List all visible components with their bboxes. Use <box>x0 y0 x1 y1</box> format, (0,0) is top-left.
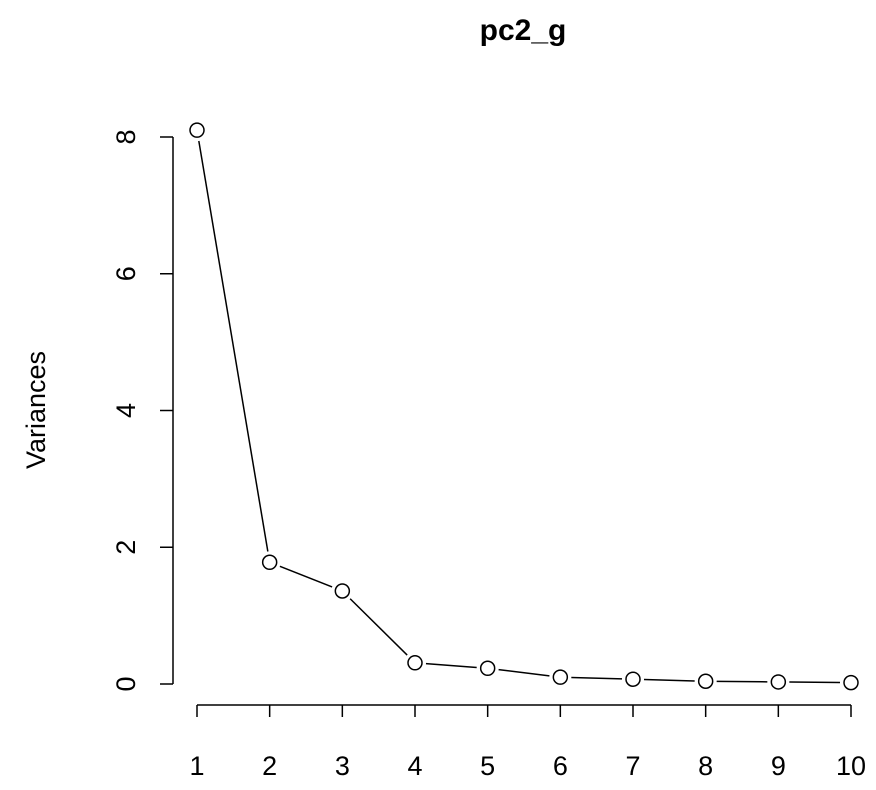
x-tick-label: 3 <box>335 751 350 781</box>
data-point <box>843 674 859 691</box>
line-segment <box>643 678 695 682</box>
data-point <box>189 122 205 138</box>
data-point <box>334 583 351 599</box>
data-point <box>625 671 641 687</box>
x-tick-label: 9 <box>771 751 786 781</box>
x-tick-label: 1 <box>189 751 204 781</box>
x-tick-label: 5 <box>480 751 495 781</box>
line-segment <box>498 668 550 677</box>
data-point <box>479 660 496 677</box>
line-segment <box>571 676 623 680</box>
y-axis-label: Variances <box>21 351 51 469</box>
data-point <box>261 554 278 571</box>
line-segment <box>198 140 269 552</box>
x-tick-label: 2 <box>262 751 277 781</box>
y-tick-label: 4 <box>111 403 141 418</box>
y-tick-label: 2 <box>111 540 141 555</box>
data-point <box>552 669 569 685</box>
data-point <box>770 674 787 690</box>
x-tick-label: 6 <box>553 751 568 781</box>
x-tick-label: 7 <box>625 751 640 781</box>
x-tick-label: 4 <box>407 751 422 781</box>
x-tick-label: 10 <box>836 751 866 781</box>
line-segment <box>279 565 333 588</box>
data-point <box>407 655 423 671</box>
y-tick-label: 0 <box>111 676 141 691</box>
data-point <box>697 673 714 690</box>
x-tick-label: 8 <box>698 751 713 781</box>
y-tick-label: 6 <box>111 266 141 281</box>
line-segment <box>349 598 408 656</box>
line-segment <box>425 662 477 669</box>
chart-title: pc2_g <box>480 14 567 47</box>
y-tick-label: 8 <box>111 129 141 144</box>
